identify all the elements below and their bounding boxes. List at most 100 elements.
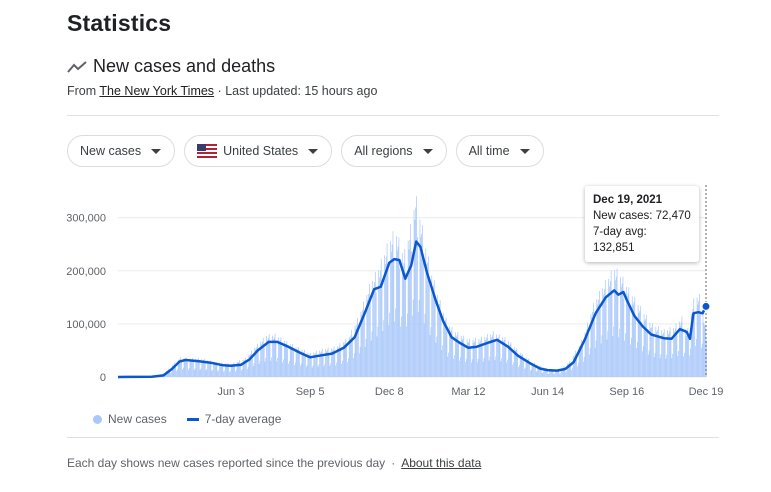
daily-case-bar — [618, 337, 620, 377]
daily-case-bar — [179, 358, 181, 377]
daily-case-bar — [292, 344, 294, 377]
daily-case-bar — [543, 367, 545, 377]
daily-case-bar — [680, 322, 682, 377]
daily-case-bar — [669, 327, 671, 377]
daily-case-bar — [512, 364, 513, 377]
daily-case-bar — [337, 348, 339, 377]
daily-case-bar — [170, 373, 171, 377]
daily-case-bar — [346, 346, 348, 377]
daily-case-bar — [650, 328, 652, 377]
daily-case-bar — [695, 339, 697, 377]
daily-case-bar — [291, 346, 293, 377]
daily-case-bar — [544, 368, 545, 377]
chart-legend: New cases 7-day average — [93, 412, 281, 426]
daily-case-bar — [165, 374, 166, 377]
daily-case-bar — [458, 341, 460, 377]
daily-case-bar — [423, 323, 425, 377]
daily-case-bar — [566, 370, 567, 377]
daily-case-bar — [472, 339, 474, 377]
daily-case-bar — [332, 349, 334, 377]
daily-case-bar — [418, 299, 420, 377]
daily-case-bar — [652, 334, 654, 377]
daily-case-bar — [358, 329, 359, 377]
daily-case-bar — [539, 366, 540, 377]
daily-case-bar — [281, 345, 283, 377]
daily-case-bar — [672, 353, 674, 377]
daily-case-bar — [682, 331, 684, 377]
daily-case-bar — [571, 369, 572, 377]
daily-case-bar — [347, 358, 349, 377]
daily-case-bar — [624, 340, 626, 377]
chevron-down-icon — [519, 148, 530, 154]
cases-chart[interactable]: 0 100,000 200,000 300,000 Jun 3 Sep 5 Dec 8 Mar… — [0, 180, 771, 405]
daily-case-bar — [585, 333, 587, 377]
daily-case-bar — [197, 359, 198, 377]
daily-case-bar — [442, 345, 444, 377]
daily-case-bar — [273, 337, 275, 377]
country-filter-chip[interactable]: United States — [184, 135, 333, 167]
daily-case-bar — [636, 342, 638, 377]
daily-case-bar — [636, 347, 637, 377]
daily-case-bar — [439, 299, 441, 377]
daily-case-bar — [611, 291, 613, 377]
source-line: From The New York Times · Last updated: … — [67, 84, 377, 98]
daily-case-bar — [639, 310, 641, 377]
daily-case-bar — [333, 346, 335, 377]
highlight-point[interactable] — [701, 301, 711, 311]
daily-case-bar — [164, 375, 166, 377]
section-header: New cases and deaths — [67, 56, 275, 77]
daily-case-bar — [311, 367, 313, 377]
daily-case-bar — [380, 258, 382, 377]
daily-case-bar — [326, 350, 328, 377]
daily-case-bar — [548, 373, 550, 377]
daily-case-bar — [496, 334, 497, 377]
daily-case-bar — [538, 366, 540, 377]
daily-case-bar — [321, 348, 323, 377]
daily-case-bar — [549, 369, 551, 377]
metric-filter-label: New cases — [80, 144, 142, 158]
daily-case-bar — [394, 321, 396, 377]
us-flag-icon — [197, 144, 218, 158]
daily-case-bar — [572, 367, 573, 377]
daily-case-bar — [497, 337, 499, 377]
daily-case-bar — [457, 332, 459, 377]
daily-case-bar — [468, 341, 470, 377]
daily-case-bar — [599, 307, 601, 377]
daily-case-bar — [375, 292, 377, 377]
daily-case-bar — [690, 313, 692, 377]
daily-case-bar — [310, 352, 311, 377]
daily-case-bar — [546, 370, 548, 377]
daily-case-bar — [556, 369, 558, 377]
daily-case-bar — [309, 354, 310, 377]
trending-line-icon — [67, 60, 87, 73]
region-filter-label: All regions — [354, 144, 413, 158]
about-data-link[interactable]: About this data — [401, 456, 482, 470]
daily-case-bar — [469, 338, 470, 377]
daily-case-bar — [555, 369, 556, 377]
daily-case-bar — [187, 369, 189, 377]
source-link[interactable]: The New York Times — [99, 84, 215, 98]
daily-case-bar — [427, 262, 428, 377]
daily-case-bar — [559, 374, 561, 377]
daily-case-bar — [631, 337, 632, 377]
daily-case-bar — [465, 361, 466, 377]
metric-filter-chip[interactable]: New cases — [67, 135, 176, 167]
daily-case-bar — [677, 356, 679, 377]
daily-case-bar — [340, 349, 342, 377]
daily-case-bar — [634, 296, 636, 377]
daily-case-bar — [437, 295, 438, 377]
time-filter-chip[interactable]: All time — [455, 135, 544, 167]
region-filter-chip[interactable]: All regions — [341, 135, 447, 167]
daily-case-bar — [184, 359, 186, 377]
daily-case-bar — [614, 270, 615, 377]
daily-case-bar — [508, 341, 509, 377]
daily-case-bar — [385, 256, 387, 377]
daily-case-bar — [318, 364, 320, 377]
legend-line-label: 7-day average — [204, 412, 282, 426]
legend-bars-label: New cases — [108, 412, 167, 426]
daily-case-bar — [195, 358, 197, 377]
daily-case-bar — [607, 330, 609, 377]
daily-case-bar — [395, 235, 397, 377]
daily-case-bar — [400, 326, 401, 377]
daily-case-bar — [414, 219, 416, 377]
